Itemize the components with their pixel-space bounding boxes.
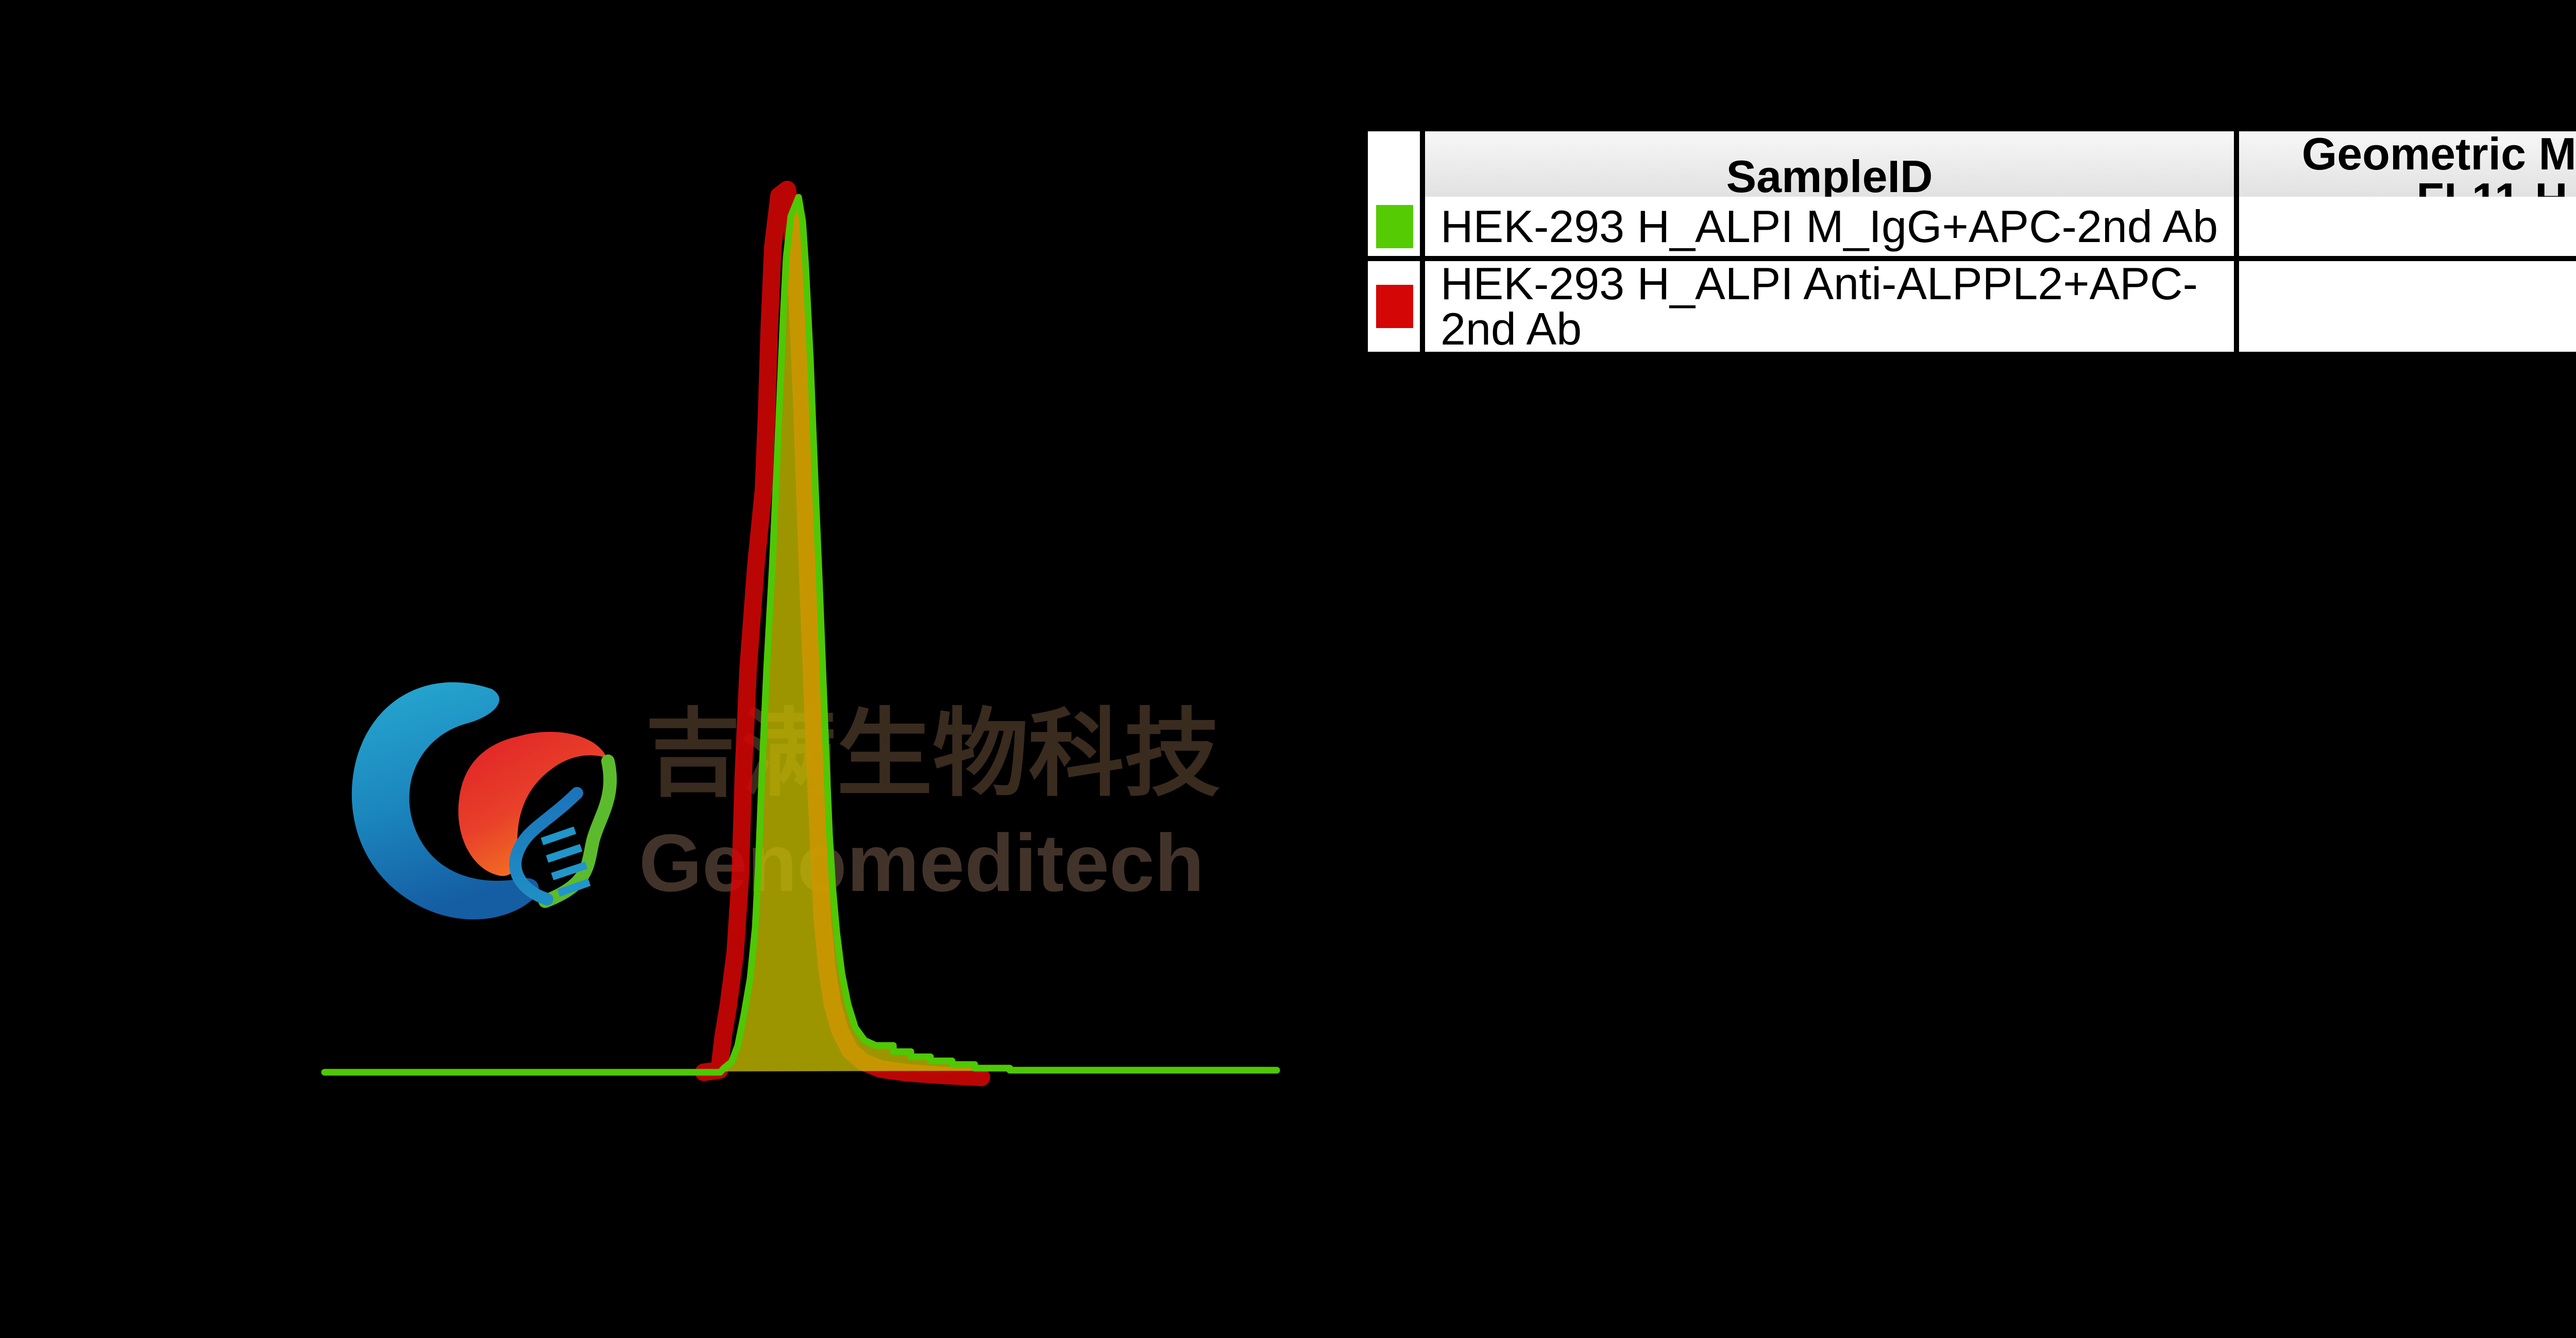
green-series-swatch: [1376, 204, 1413, 248]
logo-text-en: Genomeditech: [639, 818, 1204, 908]
genomeditech-logo-mark: [351, 682, 617, 920]
green-histogram-outline: [321, 194, 1280, 1076]
geometric-mean-value: 1913: [2239, 204, 2576, 249]
logo-blue-swirl: [351, 682, 539, 920]
legend-table: SampleID Geometric Mean : FL11-H HEK-293…: [1363, 126, 2576, 352]
red-series-swatch: [1376, 285, 1413, 328]
sample-id-text: HEK-293 H_ALPI Anti-ALPPL2+APC-2nd Ab: [1440, 258, 2198, 354]
logo-dna-rungs: [540, 826, 591, 897]
row-value-cell: 1913: [2234, 197, 2576, 256]
row-swatch-cell: [1368, 261, 1420, 352]
header-sampleid-label: SampleID: [1726, 151, 1933, 202]
logo-text-cn: 吉满生物科技: [645, 698, 1220, 810]
logo-leaf-curve: [538, 754, 617, 908]
logo-dna-strand: [509, 787, 583, 905]
row-sample-cell: HEK-293 H_ALPI Anti-ALPPL2+APC-2nd Ab: [1420, 261, 2234, 352]
geometric-mean-value: 1579: [2239, 284, 2576, 329]
row-value-cell: 1579: [2234, 261, 2576, 352]
row-swatch-cell: [1368, 197, 1420, 256]
red-histogram-curve: [695, 181, 990, 1086]
logo-flame: [458, 732, 607, 876]
row-sample-cell: HEK-293 H_ALPI M_IgG+APC-2nd Ab: [1420, 197, 2234, 256]
sample-id-text: HEK-293 H_ALPI M_IgG+APC-2nd Ab: [1440, 200, 2218, 252]
green-histogram-area: [325, 197, 1277, 1072]
table-row: HEK-293 H_ALPI Anti-ALPPL2+APC-2nd Ab 15…: [1368, 256, 2576, 352]
legend-table-header-row: SampleID Geometric Mean : FL11-H: [1368, 131, 2576, 222]
table-row: HEK-293 H_ALPI M_IgG+APC-2nd Ab 1913: [1368, 192, 2576, 256]
